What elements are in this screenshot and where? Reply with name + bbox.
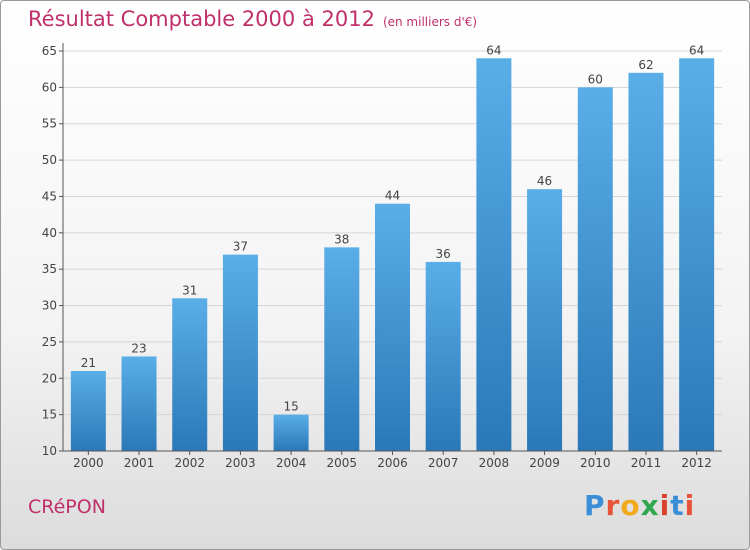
bar-value-label: 37 xyxy=(233,240,248,254)
bar xyxy=(172,298,208,451)
bar-value-label: 23 xyxy=(131,341,146,355)
x-tick-label: 2003 xyxy=(225,456,256,470)
chart-subtitle: (en milliers d'€) xyxy=(382,15,478,29)
logo-letter: i xyxy=(684,489,696,522)
chart-title-text: Résultat Comptable 2000 à 2012 xyxy=(28,7,375,31)
logo-letter: P xyxy=(584,489,606,522)
bar-value-label: 44 xyxy=(385,189,400,203)
bar-value-label: 62 xyxy=(638,58,653,72)
bar-value-label: 60 xyxy=(588,72,603,86)
y-tick-label: 50 xyxy=(42,153,57,167)
y-tick-label: 60 xyxy=(42,80,57,94)
logo-letter: i xyxy=(659,489,671,522)
bar xyxy=(324,247,360,451)
bar-value-label: 64 xyxy=(486,43,501,57)
y-tick-label: 30 xyxy=(42,299,57,313)
bar-value-label: 21 xyxy=(81,356,96,370)
x-tick-label: 2009 xyxy=(529,456,560,470)
bar xyxy=(375,203,410,451)
y-tick-label: 15 xyxy=(42,408,57,422)
bar-value-label: 46 xyxy=(537,174,552,188)
bar xyxy=(476,58,512,451)
bar xyxy=(425,261,461,451)
x-tick-label: 2008 xyxy=(479,456,510,470)
y-tick-label: 25 xyxy=(42,335,57,349)
bar xyxy=(628,72,664,452)
chart-title: Résultat Comptable 2000 à 2012 (en millie… xyxy=(28,7,477,31)
y-tick-label: 65 xyxy=(42,44,57,58)
bar-value-label: 31 xyxy=(182,283,197,297)
bar-value-label: 38 xyxy=(334,232,349,246)
bar xyxy=(222,254,258,451)
logo-letter: x xyxy=(640,489,660,522)
y-tick-label: 35 xyxy=(42,262,57,276)
x-tick-label: 2005 xyxy=(327,456,358,470)
logo-letter: t xyxy=(670,489,685,522)
y-tick-label: 10 xyxy=(42,444,57,458)
x-tick-label: 2011 xyxy=(631,456,662,470)
x-tick-label: 2006 xyxy=(377,456,408,470)
proxiti-logo: Proxiti xyxy=(584,489,695,522)
logo-letter: o xyxy=(620,489,641,522)
x-tick-label: 2002 xyxy=(174,456,205,470)
y-tick-label: 45 xyxy=(42,189,57,203)
logo-letter: r xyxy=(605,489,621,522)
place-name: CRéPON xyxy=(28,496,106,518)
bar xyxy=(70,371,106,451)
bar xyxy=(121,356,157,451)
x-tick-label: 2007 xyxy=(428,456,459,470)
x-tick-label: 2000 xyxy=(73,456,104,470)
y-tick-label: 55 xyxy=(42,117,57,131)
bar-value-label: 15 xyxy=(283,400,298,414)
bar xyxy=(577,87,613,451)
x-tick-label: 2010 xyxy=(580,456,611,470)
bar xyxy=(679,58,715,451)
x-tick-label: 2001 xyxy=(124,456,155,470)
x-tick-label: 2012 xyxy=(681,456,712,470)
bar-value-label: 64 xyxy=(689,43,704,57)
bar xyxy=(273,414,309,451)
y-tick-label: 40 xyxy=(42,226,57,240)
bar xyxy=(527,189,563,451)
y-tick-label: 20 xyxy=(42,371,57,385)
x-tick-label: 2004 xyxy=(276,456,307,470)
bar-value-label: 36 xyxy=(436,247,451,261)
